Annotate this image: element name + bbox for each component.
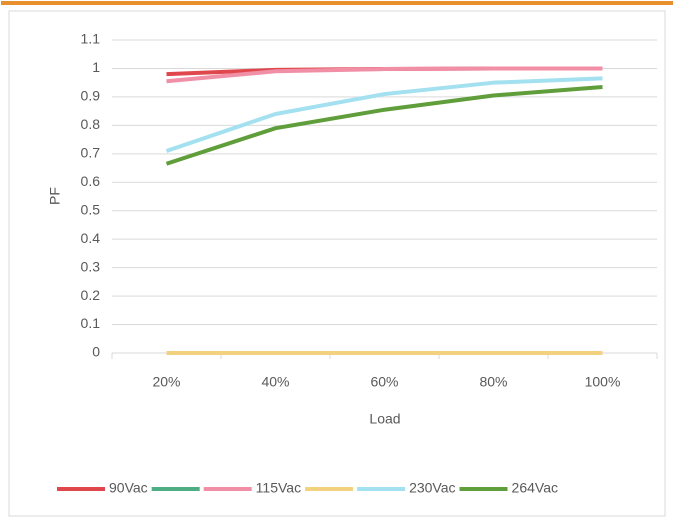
x-tick-label: 20%: [152, 374, 180, 390]
y-tick-label: 0: [92, 344, 100, 360]
x-tick-label: 80%: [479, 374, 507, 390]
series-line: [166, 66, 603, 84]
y-tick-label: 1: [92, 59, 100, 75]
y-tick-label: 1.1: [81, 31, 101, 47]
y-tick-label: 0.9: [81, 88, 101, 104]
y-tick-label: 0.5: [81, 201, 101, 217]
y-tick-label: 0.1: [81, 315, 101, 331]
y-tick-label: 0.4: [81, 230, 101, 246]
x-tick-label: 60%: [370, 374, 398, 390]
y-axis-label: PF: [47, 187, 63, 205]
series-line: [165, 84, 603, 166]
legend-label: 115Vac: [256, 480, 301, 496]
legend-label: 264Vac: [512, 480, 558, 496]
legend-label: 90Vac: [109, 480, 148, 496]
y-tick-label: 0.3: [81, 258, 101, 274]
x-axis-label: Load: [369, 411, 400, 427]
x-tick-label: 100%: [585, 374, 621, 390]
y-tick-label: 0.2: [81, 287, 101, 303]
series-line: [165, 76, 603, 153]
y-tick-label: 0.8: [81, 116, 101, 132]
y-tick-label: 0.6: [81, 173, 101, 189]
y-tick-label: 0.7: [81, 145, 101, 161]
top-border: [1, 1, 673, 5]
x-tick-label: 40%: [261, 374, 289, 390]
chart-frame: [8, 10, 666, 517]
legend-label: 230Vac: [409, 480, 455, 496]
